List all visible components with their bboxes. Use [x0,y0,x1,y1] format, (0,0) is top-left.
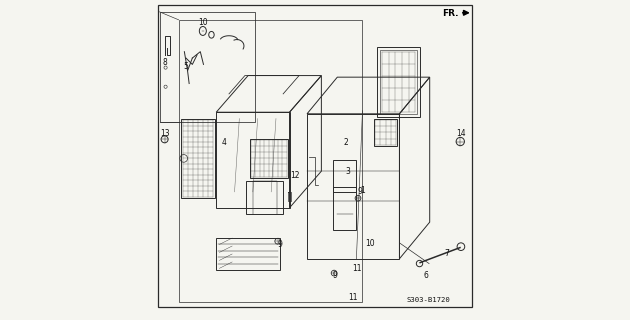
Bar [216,112,290,208]
Text: 10: 10 [365,239,375,248]
Bar [374,119,397,146]
Text: 9: 9 [278,240,282,249]
Text: 6: 6 [423,271,428,280]
Bar [333,187,356,230]
Bar [246,181,283,214]
Text: 3: 3 [345,167,350,176]
Bar [216,238,280,270]
Text: 14: 14 [456,129,466,138]
Text: 13: 13 [160,129,169,138]
Bar [381,50,417,114]
Text: 11: 11 [352,264,362,273]
Text: 1: 1 [360,186,365,195]
Text: 7: 7 [444,250,449,259]
Text: 8: 8 [163,58,167,67]
Text: 12: 12 [290,171,300,180]
Text: 11: 11 [348,292,358,301]
Text: 9: 9 [332,271,337,280]
Bar [249,139,288,178]
Bar [159,12,255,122]
Bar [333,160,356,192]
Text: 9: 9 [357,188,362,196]
Text: 10: 10 [198,18,208,27]
Text: 2: 2 [343,138,348,147]
Text: FR.: FR. [442,9,459,18]
Text: S303-B1720: S303-B1720 [406,297,450,302]
Bar [181,119,215,198]
Text: 5: 5 [183,61,188,70]
Text: 4: 4 [222,138,227,147]
Bar [377,47,420,117]
Bar [307,114,399,259]
